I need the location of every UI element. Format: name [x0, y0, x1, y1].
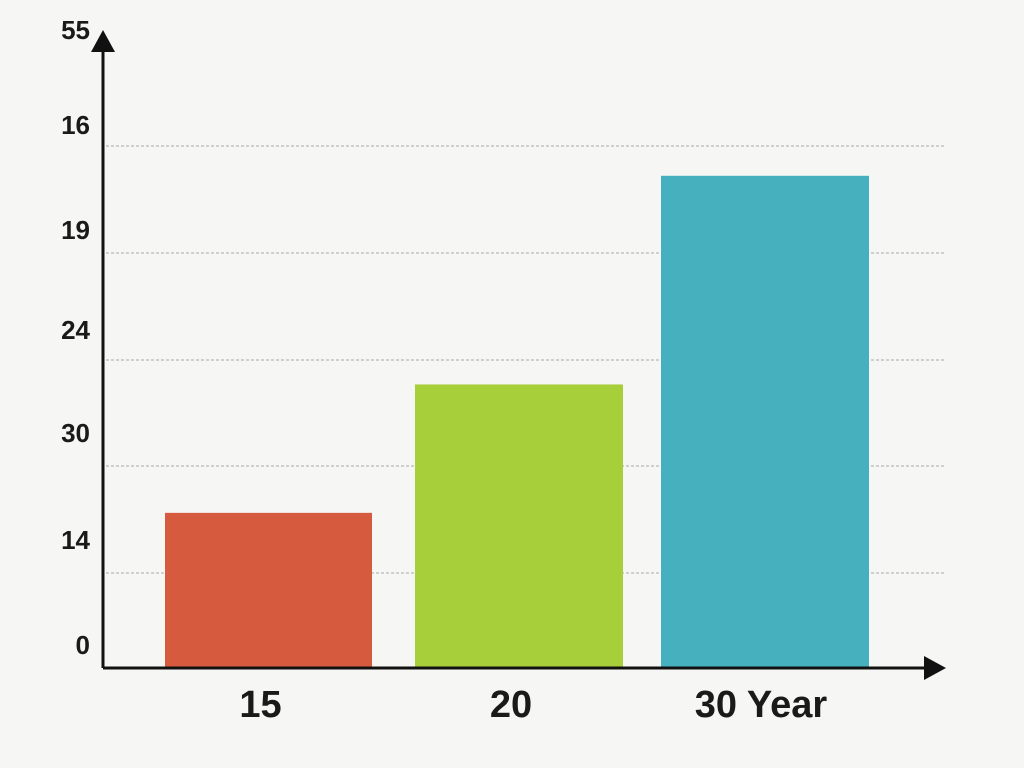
y-tick-label: 14 — [61, 525, 90, 555]
x-axis-arrow-icon — [924, 656, 946, 680]
y-tick-label: 0 — [76, 630, 90, 660]
axes — [91, 30, 946, 680]
x-tick-label: 20 — [490, 684, 532, 726]
x-tick-label: 15 — [239, 684, 281, 726]
y-tick-label: 24 — [61, 315, 90, 345]
bar — [165, 512, 372, 667]
y-tick-labels: 0 14 30 24 19 16 55 — [61, 15, 90, 660]
y-tick-label: 55 — [61, 15, 90, 45]
x-tick-label: 30 Year — [695, 684, 828, 726]
bars — [165, 175, 869, 668]
x-tick-labels: 15 20 30 Year — [239, 684, 827, 726]
bar — [415, 384, 623, 667]
y-tick-label: 16 — [61, 110, 90, 140]
bar — [661, 175, 869, 668]
y-tick-label: 19 — [61, 215, 90, 245]
y-tick-label: 30 — [61, 418, 90, 448]
y-axis-arrow-icon — [91, 30, 115, 52]
